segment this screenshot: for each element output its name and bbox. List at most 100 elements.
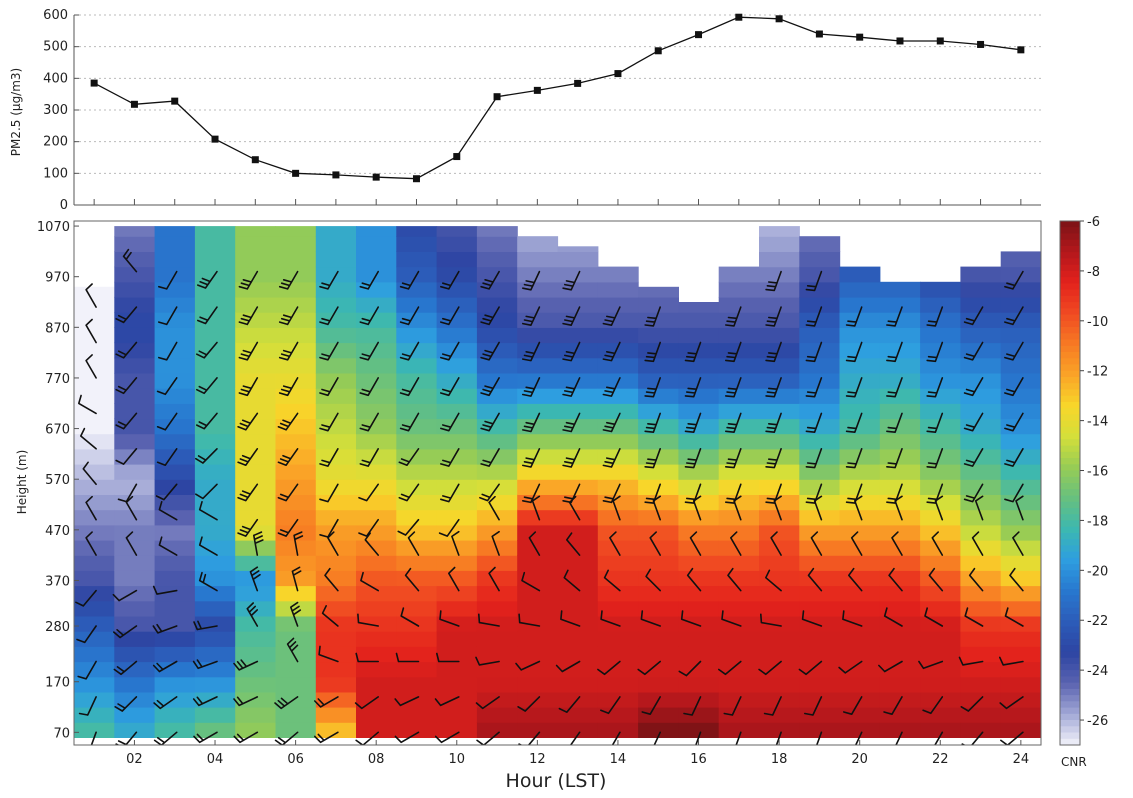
cnr-cell	[396, 494, 438, 511]
cnr-cell	[476, 707, 518, 723]
cnr-cell	[557, 676, 599, 693]
cnr-cell	[1000, 403, 1041, 420]
cnr-cell	[1000, 540, 1041, 556]
cnr-cell	[718, 433, 760, 450]
wind-barb	[1004, 341, 1024, 361]
cnr-cell	[718, 281, 760, 298]
wind-barb	[112, 589, 138, 602]
cnr-cell	[718, 327, 760, 344]
cnr-cell	[315, 357, 357, 374]
wind-barb	[641, 696, 661, 715]
colorbar-band	[1060, 239, 1080, 247]
wind-barb	[1004, 607, 1024, 627]
wind-barb	[324, 567, 339, 592]
wind-barb	[277, 518, 299, 537]
cnr-cell	[638, 296, 679, 313]
cnr-cell	[960, 509, 1002, 526]
cnr-cell	[839, 646, 881, 663]
cnr-cell	[920, 357, 961, 374]
cnr-cell	[557, 433, 599, 450]
cnr-cell	[396, 433, 438, 450]
wind-barb	[76, 625, 97, 644]
cnr-cell	[476, 661, 518, 678]
wind-barb	[522, 412, 541, 433]
pm25-point	[332, 171, 340, 179]
colorbar-band	[1060, 695, 1080, 702]
cnr-cell	[114, 600, 156, 617]
colorbar-band	[1060, 221, 1080, 228]
wind-barb	[562, 306, 581, 326]
wind-barb	[153, 731, 178, 745]
cnr-cell	[960, 661, 1002, 678]
cnr-cell	[517, 312, 559, 328]
wind-barb	[727, 567, 742, 592]
cnr-cell	[920, 540, 961, 556]
wind-barb	[1004, 270, 1024, 290]
colorbar-tick-label: -8	[1087, 265, 1100, 280]
wind-barb	[926, 341, 944, 363]
cnr-cell	[839, 600, 881, 617]
pm25-point	[735, 13, 743, 21]
wind-barb	[448, 566, 460, 592]
cnr-cell	[557, 646, 599, 663]
cnr-cell	[960, 540, 1002, 556]
wind-barb	[653, 731, 661, 745]
cnr-cell	[839, 281, 881, 298]
cnr-cell	[476, 327, 518, 344]
colorbar-band	[1060, 408, 1080, 415]
wind-barb	[801, 610, 823, 627]
wind-barb	[562, 341, 581, 362]
colorbar-tick-label: -10	[1087, 315, 1108, 330]
wind-barb	[883, 696, 903, 715]
cnr-x-tick-label: 24	[1013, 752, 1030, 767]
colorbar: -6 -8 -10 -12 -14 -16 -18 -20 -22 -24 -26 CNR	[1059, 215, 1108, 769]
cnr-cell	[476, 540, 518, 556]
pm25-x-ticks	[93, 199, 1022, 205]
cnr-cell	[235, 403, 277, 420]
wind-barb	[926, 306, 944, 327]
wind-barb	[152, 660, 178, 673]
cnr-cell	[154, 327, 196, 344]
wind-barb	[290, 601, 302, 627]
cnr-cell	[436, 236, 478, 252]
cnr-cell	[517, 281, 559, 298]
cnr-cell	[1000, 570, 1041, 587]
colorbar-band	[1060, 370, 1080, 378]
cnr-cell	[597, 388, 639, 404]
wind-barb	[602, 412, 621, 433]
cnr-cell	[517, 600, 559, 617]
cnr-cell	[154, 509, 196, 526]
cnr-cell	[597, 585, 639, 602]
cnr-cell	[638, 509, 679, 526]
cnr-cell	[194, 661, 236, 678]
wind-barb	[971, 531, 984, 556]
colorbar-band	[1060, 520, 1080, 528]
cnr-cell	[638, 570, 679, 587]
cnr-cell	[960, 494, 1002, 511]
cnr-cell	[356, 448, 397, 465]
cnr-cell	[194, 509, 236, 526]
pm25-points	[90, 13, 1025, 183]
pm25-point	[292, 169, 300, 177]
wind-barb	[805, 483, 823, 504]
cnr-cell	[436, 433, 478, 450]
wind-barb	[963, 412, 984, 432]
cnr-cell	[718, 540, 760, 556]
colorbar-band	[1060, 595, 1080, 602]
wind-barb	[528, 531, 541, 556]
cnr-cell	[235, 327, 277, 344]
wind-barb	[407, 531, 420, 556]
cnr-cell	[275, 296, 317, 313]
cnr-cell	[436, 676, 478, 693]
cnr-cell	[436, 494, 478, 511]
cnr-cell	[597, 448, 639, 465]
cnr-cell	[879, 570, 921, 587]
cnr-cell	[315, 464, 357, 480]
wind-barb	[314, 731, 339, 744]
colorbar-band	[1060, 620, 1080, 627]
cnr-cell	[799, 524, 841, 541]
cnr-cell	[678, 433, 720, 450]
cnr-cell	[1000, 388, 1041, 404]
cnr-y-ticks: 70 170 280 370 470 570 670 770 870 970 1070	[37, 220, 79, 741]
wind-barb	[156, 377, 178, 396]
